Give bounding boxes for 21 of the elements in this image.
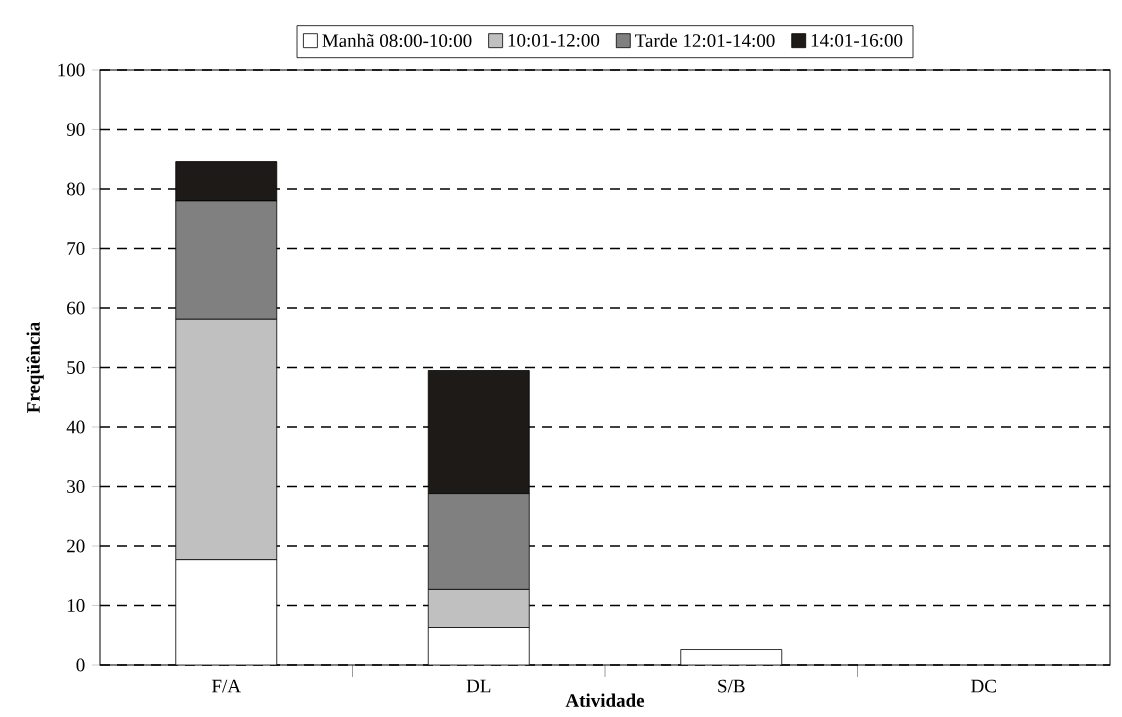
y-tick-label: 40 bbox=[66, 420, 85, 434]
y-tick-label: 80 bbox=[66, 182, 85, 196]
y-tick-label: 50 bbox=[67, 361, 85, 374]
x-tick-label: F/A bbox=[212, 679, 241, 693]
x-tick-label: DL bbox=[466, 679, 491, 693]
y-tick-label: 90 bbox=[66, 123, 85, 136]
y-axis-title: Freqüência bbox=[26, 322, 44, 413]
y-tick-label: 100 bbox=[58, 63, 85, 77]
y-tick-label: 60 bbox=[67, 301, 85, 315]
legend-label: 14:01-16:00 bbox=[811, 33, 903, 47]
x-axis-title: Atividade bbox=[565, 693, 645, 707]
legend-label: 10:01-12:00 bbox=[508, 33, 600, 47]
y-tick-label: 30 bbox=[67, 480, 85, 493]
legend-label: Manhã 08:00-10:00 bbox=[322, 33, 472, 48]
x-tick-label: DC bbox=[971, 679, 996, 693]
y-tick-label: 70 bbox=[67, 242, 85, 255]
legend-label: Tarde 12:01-14:00 bbox=[635, 33, 775, 48]
x-tick-label: S/B bbox=[718, 679, 745, 693]
y-tick-label: 20 bbox=[67, 539, 85, 553]
y-tick-label: 0 bbox=[76, 658, 85, 672]
y-tick-label: 10 bbox=[67, 599, 85, 612]
